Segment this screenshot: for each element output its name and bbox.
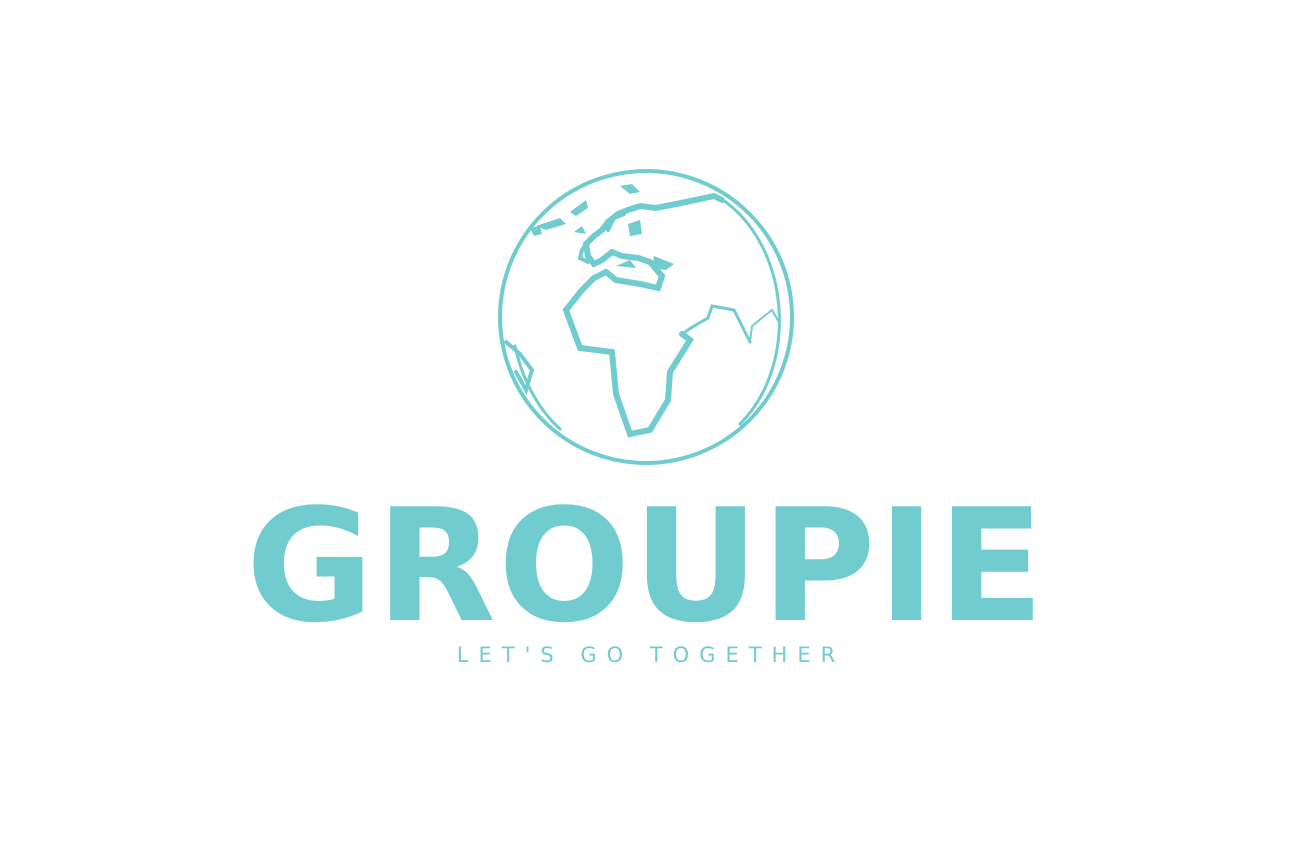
globe-icon: [498, 169, 794, 465]
tagline: LET'S GO TOGETHER: [456, 643, 846, 667]
brand-name: GROUPIE: [245, 475, 1047, 657]
